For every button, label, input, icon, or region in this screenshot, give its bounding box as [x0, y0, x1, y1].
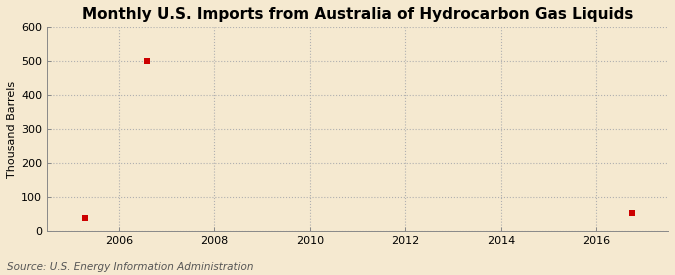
Point: [80, 216, 90, 221]
Point: [142, 59, 153, 64]
Point: [627, 210, 638, 215]
Title: Monthly U.S. Imports from Australia of Hydrocarbon Gas Liquids: Monthly U.S. Imports from Australia of H…: [82, 7, 633, 22]
Text: Source: U.S. Energy Information Administration: Source: U.S. Energy Information Administ…: [7, 262, 253, 272]
Y-axis label: Thousand Barrels: Thousand Barrels: [7, 81, 17, 178]
